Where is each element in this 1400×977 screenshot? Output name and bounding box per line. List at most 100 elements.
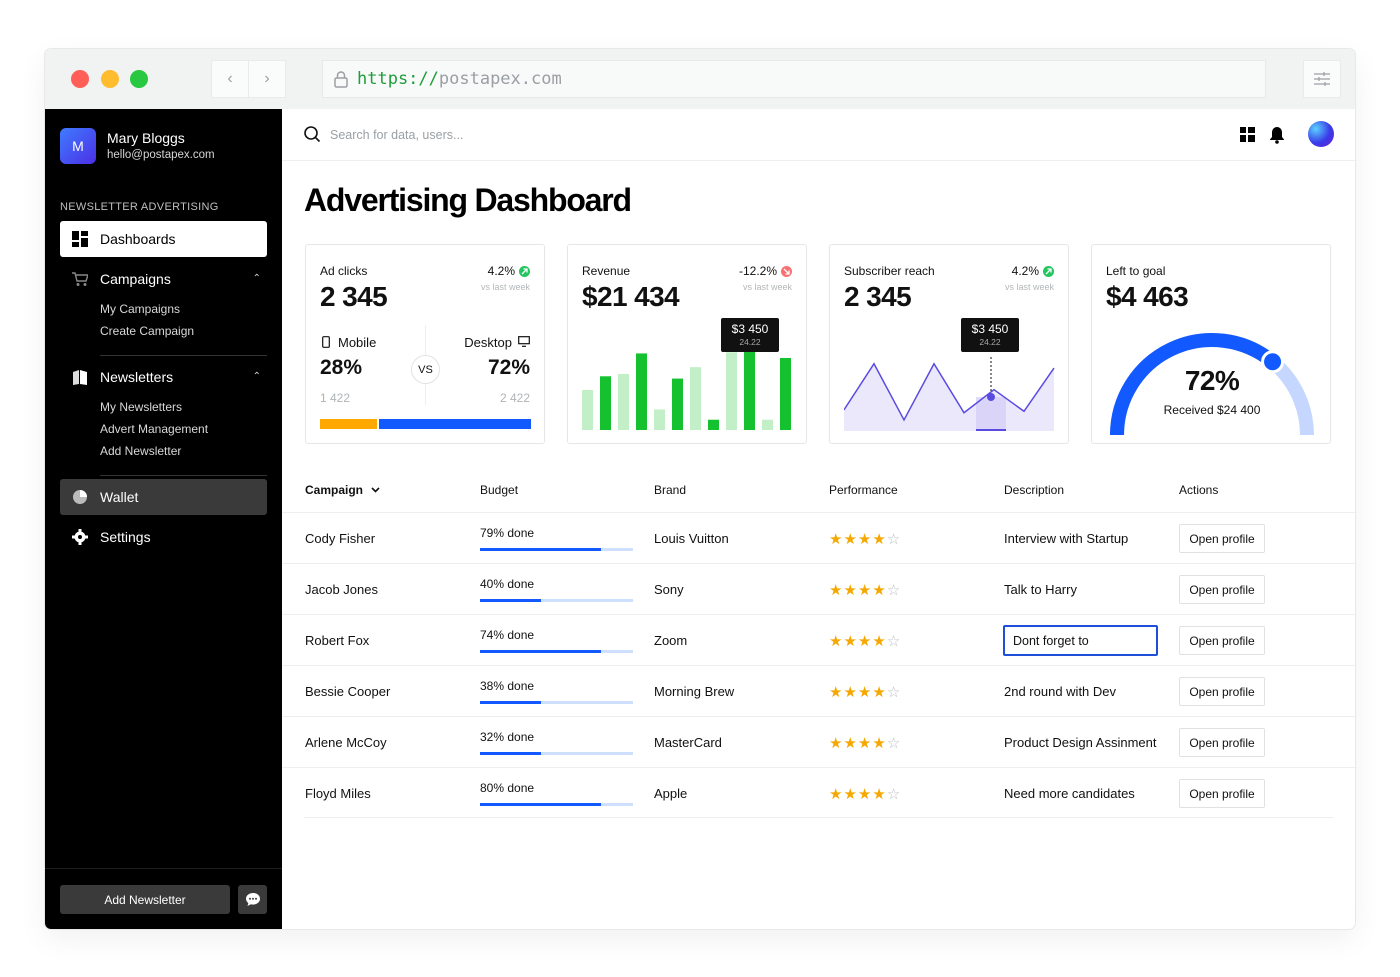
star-filled-icon[interactable]: ★ — [872, 734, 887, 752]
sidebar-subitem-my-newsletters[interactable]: My Newsletters — [100, 400, 183, 414]
close-window-dot[interactable] — [71, 70, 89, 88]
chat-bubble-icon — [245, 893, 260, 906]
column-header-performance: Performance — [829, 483, 898, 497]
star-empty-icon[interactable]: ☆ — [886, 581, 902, 599]
revenue-bar — [600, 376, 611, 430]
star-filled-icon[interactable]: ★ — [829, 734, 844, 752]
performance-rating[interactable]: ★ ★ ★ ★ ☆ — [829, 666, 901, 717]
revenue-bar — [726, 352, 737, 430]
star-filled-icon[interactable]: ★ — [857, 581, 873, 599]
star-filled-icon[interactable]: ★ — [872, 530, 887, 548]
apps-grid-icon[interactable] — [1240, 127, 1255, 142]
sidebar-item-campaigns[interactable]: Campaigns ⌃ — [60, 261, 267, 297]
campaign-name-cell[interactable]: Arlene McCoy — [305, 735, 387, 750]
star-filled-icon[interactable]: ★ — [857, 530, 873, 548]
subscriber-reach-card: Subscriber reach 4.2% vs last week 2 345… — [829, 244, 1069, 444]
star-filled-icon[interactable]: ★ — [843, 530, 858, 548]
profile-avatar[interactable] — [1308, 121, 1334, 147]
star-empty-icon[interactable]: ☆ — [886, 734, 902, 752]
minimize-window-dot[interactable] — [101, 70, 119, 88]
card-label: Revenue — [582, 264, 631, 278]
goal-gauge — [1110, 333, 1314, 435]
sidebar-item-dashboards[interactable]: Dashboards — [60, 221, 267, 257]
star-filled-icon[interactable]: ★ — [872, 581, 887, 599]
budget-progress-label: 74% done — [480, 628, 535, 642]
sidebar-subitem-advert-management[interactable]: Advert Management — [100, 422, 209, 436]
star-filled-icon[interactable]: ★ — [857, 683, 873, 701]
performance-rating[interactable]: ★ ★ ★ ★ ☆ — [829, 717, 901, 768]
column-header-brand: Brand — [654, 483, 687, 497]
table-row: Floyd Miles 80% done Apple ★ ★ ★ ★ ☆ Need more c… — [282, 767, 1355, 818]
open-profile-button[interactable]: Open profile — [1179, 524, 1265, 553]
sidebar-item-label: Wallet — [100, 489, 139, 505]
chat-button[interactable] — [238, 885, 267, 914]
performance-rating[interactable]: ★ ★ ★ ★ ☆ — [829, 564, 901, 615]
sidebar-subitem-my-campaigns[interactable]: My Campaigns — [100, 302, 181, 316]
reach-area — [844, 363, 1054, 431]
user-avatar[interactable]: M — [60, 128, 96, 164]
star-filled-icon[interactable]: ★ — [829, 530, 844, 548]
open-profile-button[interactable]: Open profile — [1179, 626, 1265, 655]
chevron-up-icon[interactable]: ⌃ — [252, 273, 261, 284]
performance-rating[interactable]: ★ ★ ★ ★ ☆ — [829, 513, 901, 564]
browser-settings-button[interactable] — [1303, 60, 1341, 98]
star-filled-icon[interactable]: ★ — [872, 683, 887, 701]
campaign-name-cell[interactable]: Floyd Miles — [305, 786, 371, 801]
performance-rating[interactable]: ★ ★ ★ ★ ☆ — [829, 768, 901, 819]
star-filled-icon[interactable]: ★ — [857, 785, 873, 803]
star-filled-icon[interactable]: ★ — [857, 632, 873, 650]
search-input[interactable] — [330, 123, 730, 147]
reach-line — [844, 362, 1055, 422]
star-empty-icon[interactable]: ☆ — [886, 785, 902, 803]
revenue-tooltip: $3 450 24.22 — [721, 318, 779, 352]
chevron-up-icon[interactable]: ⌃ — [252, 371, 261, 382]
sidebar-item-wallet[interactable]: Wallet — [60, 479, 267, 515]
star-filled-icon[interactable]: ★ — [829, 632, 844, 650]
description-cell: Interview with Startup — [1004, 531, 1129, 546]
campaign-name-cell[interactable]: Bessie Cooper — [305, 684, 391, 699]
sidebar-item-settings[interactable]: Settings — [60, 519, 267, 555]
add-newsletter-button[interactable]: Add Newsletter — [60, 885, 230, 914]
sidebar-item-label: Dashboards — [100, 231, 176, 247]
star-filled-icon[interactable]: ★ — [872, 785, 887, 803]
star-empty-icon[interactable]: ☆ — [886, 530, 902, 548]
star-filled-icon[interactable]: ★ — [843, 734, 858, 752]
description-input[interactable] — [1003, 625, 1158, 656]
sidebar-section-label: NEWSLETTER ADVERTISING — [60, 201, 219, 213]
change-value: -12.2% — [738, 264, 777, 278]
star-filled-icon[interactable]: ★ — [843, 632, 858, 650]
star-empty-icon[interactable]: ☆ — [886, 683, 902, 701]
card-value: 2 345 — [844, 281, 912, 312]
sidebar-subitem-create-campaign[interactable]: Create Campaign — [100, 324, 195, 338]
star-filled-icon[interactable]: ★ — [843, 683, 858, 701]
forward-button[interactable]: › — [248, 60, 286, 98]
brand-cell: Zoom — [654, 633, 688, 648]
star-filled-icon[interactable]: ★ — [857, 734, 873, 752]
star-filled-icon[interactable]: ★ — [829, 683, 844, 701]
maximize-window-dot[interactable] — [130, 70, 148, 88]
sidebar-subitem-add-newsletter[interactable]: Add Newsletter — [100, 444, 182, 458]
campaign-name-cell[interactable]: Robert Fox — [305, 633, 370, 648]
description-cell: 2nd round with Dev — [1004, 684, 1117, 699]
campaign-name-cell[interactable]: Jacob Jones — [305, 582, 378, 597]
star-filled-icon[interactable]: ★ — [843, 785, 858, 803]
star-empty-icon[interactable]: ☆ — [886, 632, 902, 650]
open-profile-button[interactable]: Open profile — [1179, 728, 1265, 757]
bell-icon[interactable] — [1269, 126, 1285, 144]
star-filled-icon[interactable]: ★ — [829, 785, 844, 803]
address-bar[interactable]: https://postapex.com — [322, 60, 1266, 98]
star-filled-icon[interactable]: ★ — [872, 632, 887, 650]
back-button[interactable]: ‹ — [211, 60, 249, 98]
column-header-campaign[interactable]: Campaign — [305, 483, 380, 497]
book-icon — [73, 370, 87, 385]
star-filled-icon[interactable]: ★ — [829, 581, 844, 599]
url-host: postapex.com — [438, 69, 562, 89]
open-profile-button[interactable]: Open profile — [1179, 677, 1265, 706]
open-profile-button[interactable]: Open profile — [1179, 575, 1265, 604]
campaign-name-cell[interactable]: Cody Fisher — [305, 531, 376, 546]
performance-rating[interactable]: ★ ★ ★ ★ ☆ — [829, 615, 901, 666]
sidebar-item-newsletters[interactable]: Newsletters ⌃ — [60, 359, 267, 395]
open-profile-button[interactable]: Open profile — [1179, 779, 1265, 808]
star-filled-icon[interactable]: ★ — [843, 581, 858, 599]
user-name: Mary Bloggs — [107, 130, 185, 146]
